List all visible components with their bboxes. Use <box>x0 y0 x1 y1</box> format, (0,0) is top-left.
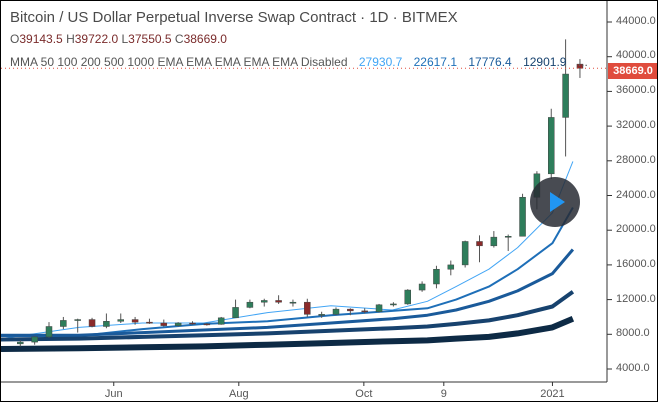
candle <box>519 196 526 237</box>
ma-value-more: ... <box>577 55 588 69</box>
candle <box>461 241 469 266</box>
candle <box>17 341 24 345</box>
y-tick-label: 4000.0 <box>616 362 650 374</box>
play-icon[interactable] <box>530 177 580 227</box>
candle <box>88 319 96 327</box>
y-tick-label: 20000.0 <box>616 223 656 236</box>
x-tick-label: 9 <box>440 388 447 400</box>
candle <box>146 321 153 324</box>
candle <box>131 319 139 323</box>
candle <box>347 308 354 312</box>
candle <box>174 322 182 326</box>
candle <box>332 308 340 315</box>
indicator-label: MMA 50 100 200 500 1000 EMA EMA EMA EMA … <box>10 55 348 69</box>
ma-value-3: 17776.4 <box>468 55 512 69</box>
candle <box>490 236 498 247</box>
candle <box>548 117 555 175</box>
candle <box>261 300 268 303</box>
ma-line-1 <box>1 161 574 340</box>
candle <box>418 283 426 291</box>
candle <box>576 63 584 69</box>
candle <box>361 310 368 313</box>
high-value: 39722.0 <box>74 32 119 46</box>
y-tick-label: 40000.0 <box>616 48 656 61</box>
y-tick-label: 8000.0 <box>616 327 650 340</box>
candle <box>476 241 483 247</box>
ma-line-2 <box>1 207 574 337</box>
y-tick-label: 44000.0 <box>616 15 656 27</box>
candle <box>217 317 225 325</box>
low-value: 37550.5 <box>128 32 172 46</box>
candle <box>375 304 383 312</box>
low-key: L <box>121 32 129 46</box>
candle <box>45 326 53 338</box>
y-tick-label: 24000.0 <box>616 188 656 201</box>
candle <box>189 322 196 325</box>
y-tick-label: 36000.0 <box>616 84 656 97</box>
candle <box>390 303 397 306</box>
candle <box>160 322 168 326</box>
y-tick-label: 12000.0 <box>616 292 656 305</box>
y-tick-label: 16000.0 <box>616 257 656 270</box>
open-value: 39143.5 <box>19 32 63 46</box>
candle <box>289 301 297 304</box>
candle <box>404 289 411 305</box>
x-tick-label: Oct <box>355 388 373 400</box>
candle <box>117 319 124 322</box>
candle <box>103 321 110 327</box>
candle <box>447 264 455 270</box>
candle <box>562 73 569 118</box>
candle <box>304 301 311 315</box>
y-tick-label: 32000.0 <box>616 119 656 132</box>
candle <box>433 268 440 285</box>
ma-line-5 <box>1 315 575 352</box>
ma-line-4 <box>1 290 575 342</box>
x-tick-label: Aug <box>229 388 249 400</box>
candle <box>246 301 254 308</box>
candle <box>275 300 282 303</box>
y-tick-label: 28000.0 <box>616 153 656 166</box>
candle <box>504 236 512 238</box>
candle <box>31 336 38 343</box>
ma-value-4: 12901.9 <box>523 55 567 69</box>
candle <box>318 314 325 316</box>
x-tick-label: Jun <box>104 388 123 400</box>
high-key: H <box>66 32 75 46</box>
indicator-legend[interactable]: MMA 50 100 200 500 1000 EMA EMA EMA EMA … <box>10 55 588 70</box>
x-tick-label: 2021 <box>540 388 565 400</box>
ma-line-3 <box>1 248 575 337</box>
chart-title: Bitcoin / US Dollar Perpetual Inverse Sw… <box>10 9 458 26</box>
last-price-label: 38669.0 <box>608 63 657 79</box>
close-key: C <box>174 32 184 46</box>
open-key: O <box>10 32 20 46</box>
close-value: 38669.0 <box>183 32 227 46</box>
candle <box>203 323 211 326</box>
ma-value-2: 22617.1 <box>413 55 457 69</box>
candle <box>74 319 81 321</box>
ohlc-legend: O39143.5 H39722.0 L37550.5 C38669.0 <box>10 32 227 47</box>
candle <box>232 307 239 319</box>
candle <box>60 320 67 327</box>
ma-value-1: 27930.7 <box>358 55 403 69</box>
